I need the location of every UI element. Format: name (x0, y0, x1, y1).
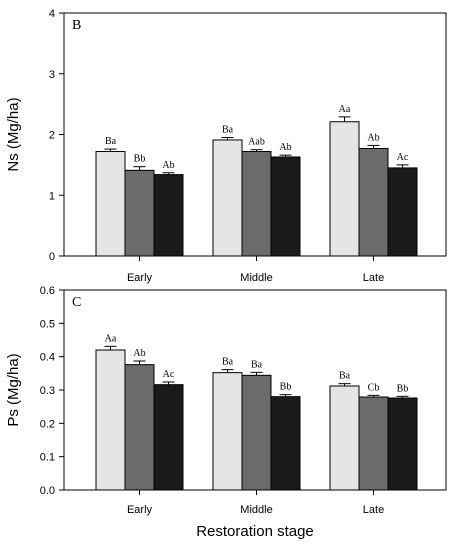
significance-label: Ba (222, 357, 234, 368)
bar (212, 372, 243, 491)
chart-panel-c: 0.0 0.1 0.2 0.3 0.4 0.5 0.6 Ps (Mg/ha) C Aa Ab Ac Ea… (5, 285, 447, 540)
y-tick-label: 0.4 (40, 352, 55, 364)
significance-label: Bb (397, 383, 409, 394)
x-axis-label: Restoration stage (196, 523, 314, 540)
bar (212, 139, 243, 257)
y-tick-label: 3 (49, 69, 55, 81)
bar (358, 396, 389, 491)
significance-label: Ac (397, 152, 409, 163)
bar (153, 174, 184, 257)
panel-label: B (72, 18, 81, 33)
x-tick-label: Late (363, 272, 384, 284)
bar (387, 167, 418, 257)
bar (124, 364, 155, 491)
bar (241, 151, 272, 257)
significance-label: Bb (280, 382, 292, 393)
x-tick-label: Early (127, 272, 153, 284)
bar (153, 384, 184, 491)
y-axis-label: Ns (Mg/ha) (5, 97, 22, 171)
significance-label: Ba (222, 125, 234, 136)
x-tick-label: Middle (240, 272, 272, 284)
significance-label: Ab (279, 142, 291, 153)
x-tick-label: Late (363, 504, 384, 516)
y-tick-label: 2 (49, 130, 55, 142)
x-tick-label: Early (127, 504, 153, 516)
y-tick-label: 0.3 (40, 385, 55, 397)
significance-label: Ab (133, 348, 145, 359)
y-tick-label: 0.6 (40, 285, 55, 297)
bar (124, 169, 155, 257)
significance-label: Bb (134, 154, 146, 165)
bar (95, 151, 126, 257)
y-tick-label: 0.5 (40, 318, 55, 330)
significance-label: Ab (162, 160, 174, 171)
significance-label: Aa (105, 333, 117, 344)
bar (95, 349, 126, 491)
significance-label: Ac (163, 369, 175, 380)
y-tick-label: 0.2 (40, 418, 55, 430)
y-tick-label: 4 (49, 8, 55, 20)
x-tick-label: Middle (240, 504, 272, 516)
y-axis-label: Ps (Mg/ha) (5, 353, 22, 426)
bar (270, 156, 301, 257)
bar (329, 385, 360, 491)
significance-label: Aab (248, 137, 265, 148)
bar (270, 396, 301, 491)
significance-label: Ab (367, 132, 379, 143)
significance-label: Aa (339, 104, 351, 115)
significance-label: Ba (251, 359, 263, 370)
bar (358, 147, 389, 257)
y-tick-label: 0 (49, 251, 55, 263)
y-tick-label: 1 (49, 190, 55, 202)
y-tick-label: 0.1 (40, 452, 55, 464)
significance-label: Ba (105, 136, 117, 147)
significance-label: Cb (368, 382, 380, 393)
y-tick-label: 0.0 (40, 485, 55, 497)
chart-panel-b: 0 1 2 3 4 Ns (Mg/ha) B Ba Bb Ab Early Ba Aab Ab Middle… (5, 8, 447, 284)
bar (329, 121, 360, 257)
bar (387, 397, 418, 491)
panel-label: C (72, 295, 81, 310)
bar (241, 374, 272, 491)
significance-label: Ba (339, 371, 351, 382)
